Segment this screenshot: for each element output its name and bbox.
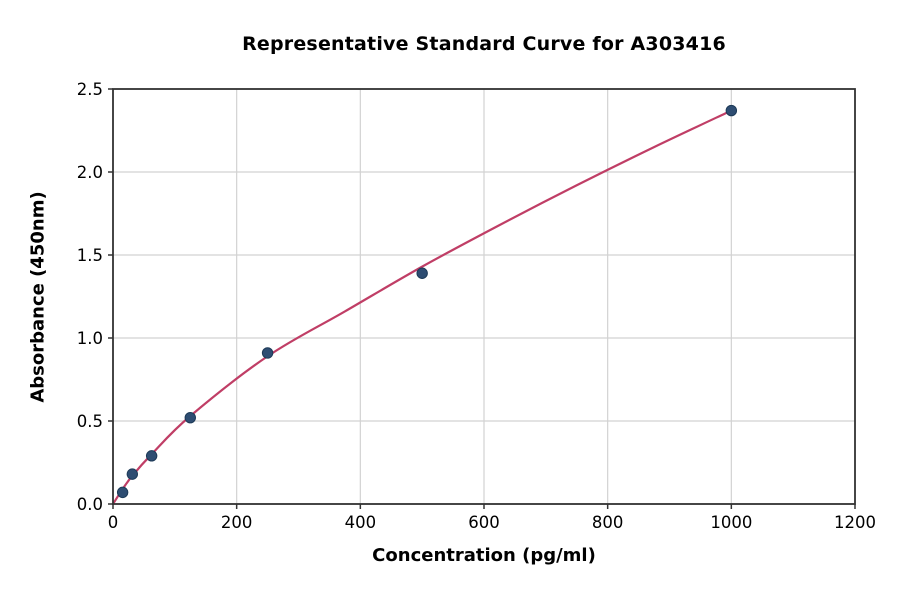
y-tick-label: 1.5 xyxy=(77,246,103,265)
y-tick-label: 2.0 xyxy=(77,163,103,182)
x-axis-label: Concentration (pg/ml) xyxy=(372,545,596,566)
data-point xyxy=(126,468,138,480)
x-tick-label: 1000 xyxy=(710,513,752,532)
y-tick-label: 2.5 xyxy=(77,80,103,99)
data-point xyxy=(116,486,129,499)
data-point xyxy=(725,104,738,117)
data-point xyxy=(184,411,196,424)
y-tick-label: 0.5 xyxy=(77,412,103,431)
data-point xyxy=(416,267,428,279)
x-tick-label: 0 xyxy=(108,513,119,532)
data-point xyxy=(145,450,158,462)
standard-curve-line xyxy=(111,109,733,506)
y-tick-label: 0.0 xyxy=(77,495,103,514)
x-tick-label: 800 xyxy=(592,513,624,532)
x-tick-label: 600 xyxy=(468,513,500,532)
x-tick-label: 400 xyxy=(345,513,377,532)
data-point xyxy=(261,347,274,359)
chart-title: Representative Standard Curve for A30341… xyxy=(242,33,726,55)
y-tick-label: 1.0 xyxy=(77,329,103,348)
x-tick-label: 1200 xyxy=(834,513,876,532)
x-tick-label: 200 xyxy=(221,513,253,532)
